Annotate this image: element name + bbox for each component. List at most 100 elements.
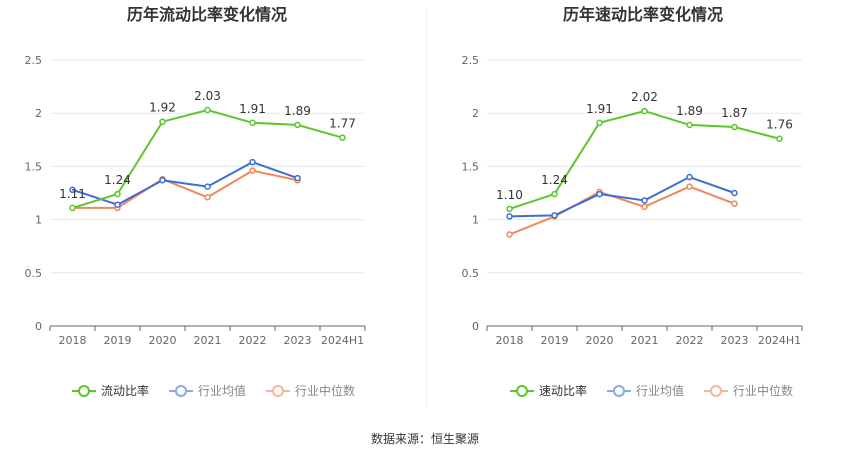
- data-point: [69, 204, 76, 212]
- legend-marker: [175, 385, 187, 397]
- x-tick-label: 2018: [496, 334, 524, 347]
- x-tick-label: 2023: [284, 334, 312, 347]
- y-tick-label: 0: [35, 320, 42, 333]
- data-label: 1.10: [496, 188, 523, 202]
- data-point: [731, 200, 738, 207]
- x-tick-label: 2021: [194, 334, 222, 347]
- chart-title: 历年速动比率变化情况: [563, 5, 723, 24]
- data-point: [641, 107, 648, 115]
- x-tick-label: 2018: [59, 334, 87, 347]
- data-point: [596, 119, 603, 127]
- data-label: 2.02: [631, 90, 658, 104]
- legend-item[interactable]: 速动比率: [510, 383, 587, 398]
- x-tick-label: 2024H1: [758, 334, 801, 347]
- x-tick-label: 2024H1: [321, 334, 364, 347]
- data-point: [686, 173, 693, 181]
- legend-marker: [78, 385, 90, 397]
- data-label: 1.24: [541, 173, 568, 187]
- data-point: [339, 134, 346, 141]
- data-point: [686, 121, 693, 129]
- data-point: [551, 212, 558, 219]
- series-line: [509, 110, 780, 210]
- x-tick-label: 2021: [631, 334, 659, 347]
- data-point: [69, 186, 76, 194]
- data-label: 1.91: [586, 102, 613, 116]
- legend-marker: [613, 385, 625, 397]
- data-point: [294, 121, 301, 129]
- x-tick-label: 2020: [149, 334, 177, 347]
- series-line: [72, 169, 298, 209]
- chart-title: 历年流动比率变化情况: [127, 5, 287, 24]
- legend-label: 行业中位数: [295, 383, 355, 398]
- y-tick-label: 1.5: [462, 160, 480, 173]
- chart-quick-ratio: 历年速动比率变化情况 0 0.5 1 1.5 2 2.5 2018 2019 2020 2021 20…: [462, 5, 803, 398]
- data-point: [249, 119, 256, 127]
- data-point: [506, 205, 513, 213]
- y-tick-label: 2: [472, 107, 479, 120]
- y-tick-label: 1: [472, 214, 479, 227]
- legend-marker: [516, 385, 528, 397]
- data-point: [551, 190, 558, 198]
- data-point: [204, 194, 211, 201]
- data-label: 1.89: [284, 104, 311, 118]
- legend-item[interactable]: 行业均值: [169, 383, 246, 398]
- source-note: 数据来源：恒生聚源: [371, 431, 479, 446]
- data-label: 1.24: [104, 173, 131, 187]
- data-point: [249, 167, 256, 174]
- data-point: [506, 231, 513, 238]
- data-label: 2.03: [194, 89, 221, 103]
- y-tick-label: 0: [472, 320, 479, 333]
- legend-label: 行业均值: [198, 383, 246, 398]
- data-label: 1.92: [149, 101, 176, 115]
- data-label: 1.91: [239, 102, 266, 116]
- chart-current-ratio: 历年流动比率变化情况 0 0.5 1 1.5 2 2.5 2018 2019 2020 2021 20…: [25, 5, 366, 398]
- data-point: [204, 183, 211, 190]
- data-label: 1.89: [676, 104, 703, 118]
- data-point: [686, 183, 693, 190]
- legend-marker: [272, 385, 284, 397]
- series-line: [509, 185, 735, 236]
- data-point: [249, 158, 256, 166]
- x-tick-label: 2020: [586, 334, 614, 347]
- data-label: 1.87: [721, 106, 748, 120]
- series-line: [72, 161, 298, 206]
- y-tick-label: 2: [35, 107, 42, 120]
- x-tick-label: 2019: [541, 334, 569, 347]
- data-point: [641, 197, 648, 204]
- y-tick-label: 2.5: [462, 54, 480, 67]
- data-point: [114, 190, 121, 198]
- data-point: [159, 118, 166, 125]
- data-point: [731, 189, 738, 197]
- data-point: [596, 190, 603, 198]
- y-tick-label: 1: [35, 214, 42, 227]
- legend-item[interactable]: 行业中位数: [266, 383, 355, 398]
- legend-item[interactable]: 行业均值: [607, 383, 684, 398]
- x-tick-label: 2019: [104, 334, 132, 347]
- x-tick-label: 2022: [676, 334, 704, 347]
- data-label: 1.11: [59, 187, 86, 201]
- data-point: [776, 135, 783, 142]
- legend-marker: [710, 385, 722, 397]
- legend-item[interactable]: 流动比率: [72, 383, 149, 398]
- data-label: 1.77: [329, 117, 356, 131]
- x-tick-label: 2023: [721, 334, 749, 347]
- y-tick-label: 2.5: [25, 54, 43, 67]
- legend-label: 行业均值: [636, 383, 684, 398]
- data-point: [204, 106, 211, 114]
- data-point: [294, 174, 301, 182]
- legend-item[interactable]: 行业中位数: [704, 383, 793, 398]
- series-line: [72, 108, 343, 209]
- y-tick-label: 1.5: [25, 160, 43, 173]
- data-label: 1.76: [766, 118, 793, 132]
- legend-label: 行业中位数: [733, 383, 793, 398]
- y-tick-label: 0.5: [25, 267, 43, 280]
- data-point: [641, 203, 648, 211]
- data-point: [159, 176, 166, 184]
- data-point: [731, 123, 738, 131]
- legend-label: 速动比率: [539, 383, 587, 398]
- data-point: [114, 201, 121, 208]
- x-tick-label: 2022: [239, 334, 267, 347]
- series-line: [509, 175, 735, 218]
- data-point: [506, 213, 513, 220]
